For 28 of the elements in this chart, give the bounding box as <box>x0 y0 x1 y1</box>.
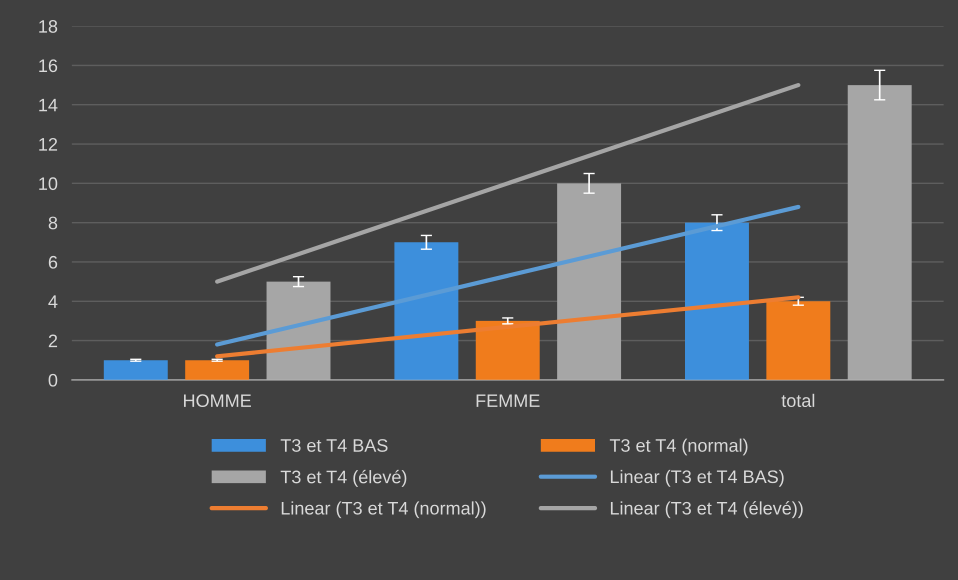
y-tick-label: 8 <box>48 216 58 230</box>
x-tick-label: HOMME <box>184 394 251 408</box>
y-tick-label: 10 <box>39 177 58 190</box>
y-tick-label: 6 <box>48 256 58 269</box>
bar <box>766 301 830 380</box>
y-tick-label: 14 <box>39 98 58 112</box>
bar <box>104 360 168 380</box>
y-tick-label: 4 <box>48 295 58 308</box>
bar <box>476 320 540 380</box>
bar <box>266 282 330 380</box>
legend-label: Linear (T3 et T4 (élevé)) <box>610 501 803 518</box>
legend-label: T3 et T4 (normal) <box>610 438 748 456</box>
legend-label: T3 et T4 (élevé) <box>280 470 406 487</box>
y-tick-label: 12 <box>39 138 58 151</box>
bar <box>685 222 749 380</box>
x-tick-label: FEMME <box>476 394 540 407</box>
bar <box>394 242 458 380</box>
legend-label: Linear (T3 et T4 BAS) <box>610 470 784 487</box>
y-tick-label: 0 <box>48 374 58 387</box>
y-tick-label: 18 <box>39 20 58 33</box>
bar <box>848 85 912 380</box>
legend-label: Linear (T3 et T4 (normal)) <box>282 501 486 518</box>
bar <box>185 360 250 380</box>
bar <box>557 183 622 380</box>
y-tick-label: 16 <box>39 59 58 72</box>
y-tick-label: 2 <box>48 334 58 348</box>
x-tick-label: total <box>782 394 814 408</box>
legend-label: T3 et T4 BAS <box>280 439 388 452</box>
